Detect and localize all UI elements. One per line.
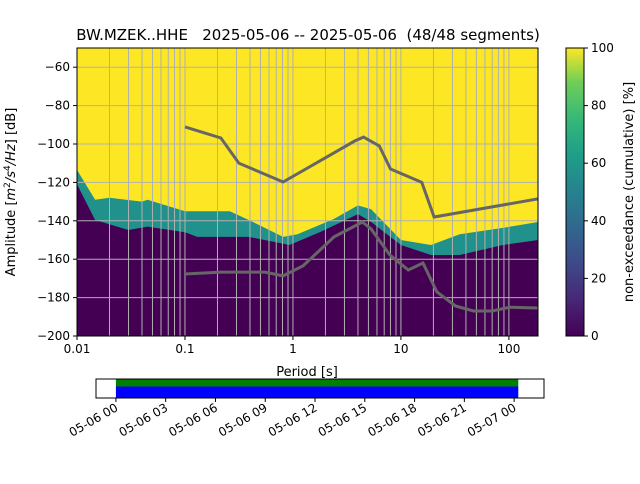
chart-title: BW.MZEK..HHE 2025-05-06 -- 2025-05-06 (4… [76,26,540,44]
timeline-tick-label: 05-06 06 [166,400,220,439]
timeline-border [95,378,545,399]
colorbar-tick-label: 20 [591,271,606,285]
y-tick-label: −80 [45,99,70,113]
data-coverage-timeline [95,378,545,399]
x-tick-label: 0.1 [175,342,194,356]
y-tick-label: −140 [37,214,70,228]
y-tick-label: −200 [37,329,70,343]
x-tick-label: 100 [497,342,520,356]
colorbar-tick-label: 100 [591,41,614,55]
y-tick-label: −160 [37,252,70,266]
colorbar-tick-label: 60 [591,156,606,170]
y-tick-label: −60 [45,60,70,74]
y-tick-label: −100 [37,137,70,151]
plot-frame [76,47,539,337]
colorbar [565,47,585,337]
timeline-tick-label: 05-06 15 [316,400,370,439]
colorbar-tick-label: 80 [591,99,606,113]
timeline-tick-label: 05-07 00 [465,400,519,439]
x-tick-label: 1 [289,342,297,356]
nhnm-line [184,125,538,219]
timeline-tick-label: 05-06 09 [216,400,270,439]
timeline-tick-label: 05-06 03 [116,400,170,439]
colorbar-tick-label: 0 [591,329,599,343]
x-tick-label: 0.01 [64,342,91,356]
y-tick-label: −180 [37,291,70,305]
y-tick-label: −120 [37,175,70,189]
timeline-tick-label: 05-06 00 [67,400,121,439]
coverage-bar-top [115,379,519,387]
colorbar-tick-label: 40 [591,214,606,228]
plot-area [77,48,538,336]
x-axis-label: Period [s] [276,365,338,380]
y-axis-label: Amplitude [m2/s4/Hz] [dB] [3,108,19,277]
colorbar-label: non-exceedance (cumulative) [%] [622,82,637,302]
x-tick-label: 10 [393,342,408,356]
timeline-tick-label: 05-06 21 [415,400,469,439]
coverage-bar-bottom [115,386,519,398]
nlnm-line [184,220,538,313]
timeline-tick-label: 05-06 12 [266,400,320,439]
timeline-tick-label: 05-06 18 [365,400,419,439]
